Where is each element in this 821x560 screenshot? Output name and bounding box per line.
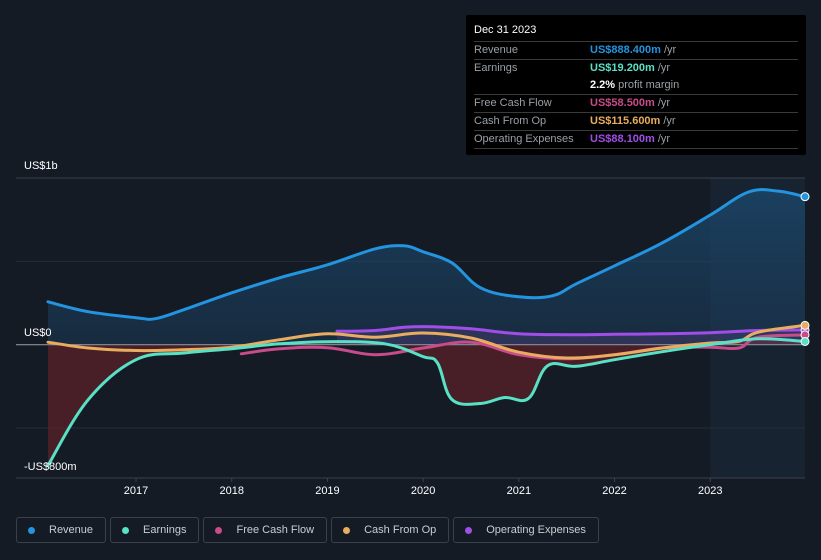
- line-free-cash-flow: [239, 333, 807, 361]
- tooltip-unit: /yr: [657, 133, 671, 145]
- y-tick-label: US$0: [24, 326, 52, 339]
- legend: Revenue Earnings Free Cash Flow Cash Fro…: [16, 517, 599, 543]
- tooltip-value: US$888.400m: [590, 44, 661, 56]
- x-tick-label: 2017: [123, 485, 149, 497]
- tooltip-row-free-cash-flow: Free Cash Flow US$58.500m /yr: [474, 95, 798, 113]
- endpoint-cash-from-op: [800, 320, 810, 330]
- x-tick-label: 2019: [315, 485, 340, 497]
- endpoint-revenue: [800, 192, 810, 202]
- tooltip-label: Cash From Op: [474, 115, 547, 127]
- legend-dot-icon: [343, 526, 351, 534]
- tooltip-row-revenue: Revenue US$888.400m /yr: [474, 42, 798, 60]
- series-endpoints: [800, 192, 810, 346]
- legend-dot-icon: [122, 526, 130, 534]
- tooltip-row-cash-from-op: Cash From Op US$115.600m /yr: [474, 113, 798, 131]
- tooltip-value: US$58.500m: [590, 97, 655, 109]
- legend-item-free-cash-flow[interactable]: Free Cash Flow: [203, 517, 328, 543]
- tooltip-row-earnings: Earnings US$19.200m /yr: [474, 60, 798, 77]
- legend-dot-icon: [465, 526, 473, 534]
- line-revenue: [46, 188, 807, 321]
- tooltip-label: Revenue: [474, 44, 519, 56]
- tooltip-label: Operating Expenses: [474, 133, 574, 145]
- tooltip-date: Dec 31 2023: [474, 24, 798, 42]
- legend-label: Operating Expenses: [486, 524, 586, 536]
- legend-label: Cash From Op: [364, 524, 437, 536]
- tooltip-label: [474, 77, 590, 94]
- legend-label: Free Cash Flow: [236, 524, 315, 536]
- tooltip-row-profit-margin: 2.2% profit margin: [474, 77, 798, 95]
- line-operating-expenses: [335, 325, 807, 337]
- tooltip-label: Free Cash Flow: [474, 97, 552, 109]
- series-lines: [46, 188, 807, 467]
- tooltip-row-operating-expenses: Operating Expenses US$88.100m /yr: [474, 131, 798, 149]
- tooltip-value: 2.2%: [590, 79, 616, 91]
- tooltip-label: Earnings: [474, 62, 518, 74]
- tooltip-panel: Dec 31 2023 Revenue US$888.400m /yr Earn…: [466, 15, 806, 155]
- x-tick-label: 2020: [410, 485, 436, 497]
- endpoint-earnings: [800, 336, 810, 346]
- x-tick-label: 2023: [698, 485, 723, 497]
- legend-label: Earnings: [143, 524, 187, 536]
- y-tick-label: -US$800m: [24, 461, 77, 473]
- tooltip-unit: /yr: [663, 44, 677, 56]
- line-earnings: [46, 337, 807, 467]
- legend-item-revenue[interactable]: Revenue: [16, 517, 107, 543]
- tooltip-value: US$115.600m: [590, 115, 661, 127]
- legend-item-cash-from-op[interactable]: Cash From Op: [331, 517, 450, 543]
- legend-dot-icon: [28, 526, 35, 534]
- chart-svg: [16, 177, 810, 482]
- tooltip-unit: /yr: [657, 62, 671, 74]
- legend-label: Revenue: [49, 524, 94, 536]
- area-revenue: [48, 189, 805, 345]
- legend-item-operating-expenses[interactable]: Operating Expenses: [453, 517, 599, 543]
- y-tick-label: US$1b: [24, 160, 58, 172]
- legend-dot-icon: [215, 526, 223, 534]
- tooltip-value: US$19.200m: [590, 62, 655, 74]
- tooltip-unit: /yr: [663, 115, 676, 127]
- x-tick-label: 2022: [602, 485, 627, 497]
- legend-item-earnings[interactable]: Earnings: [110, 517, 200, 543]
- x-tick-label: 2018: [219, 485, 244, 497]
- tooltip-value: US$88.100m: [590, 133, 655, 145]
- tooltip-unit: /yr: [657, 97, 671, 109]
- tooltip-unit: profit margin: [618, 79, 680, 91]
- x-tick-label: 2021: [506, 485, 532, 497]
